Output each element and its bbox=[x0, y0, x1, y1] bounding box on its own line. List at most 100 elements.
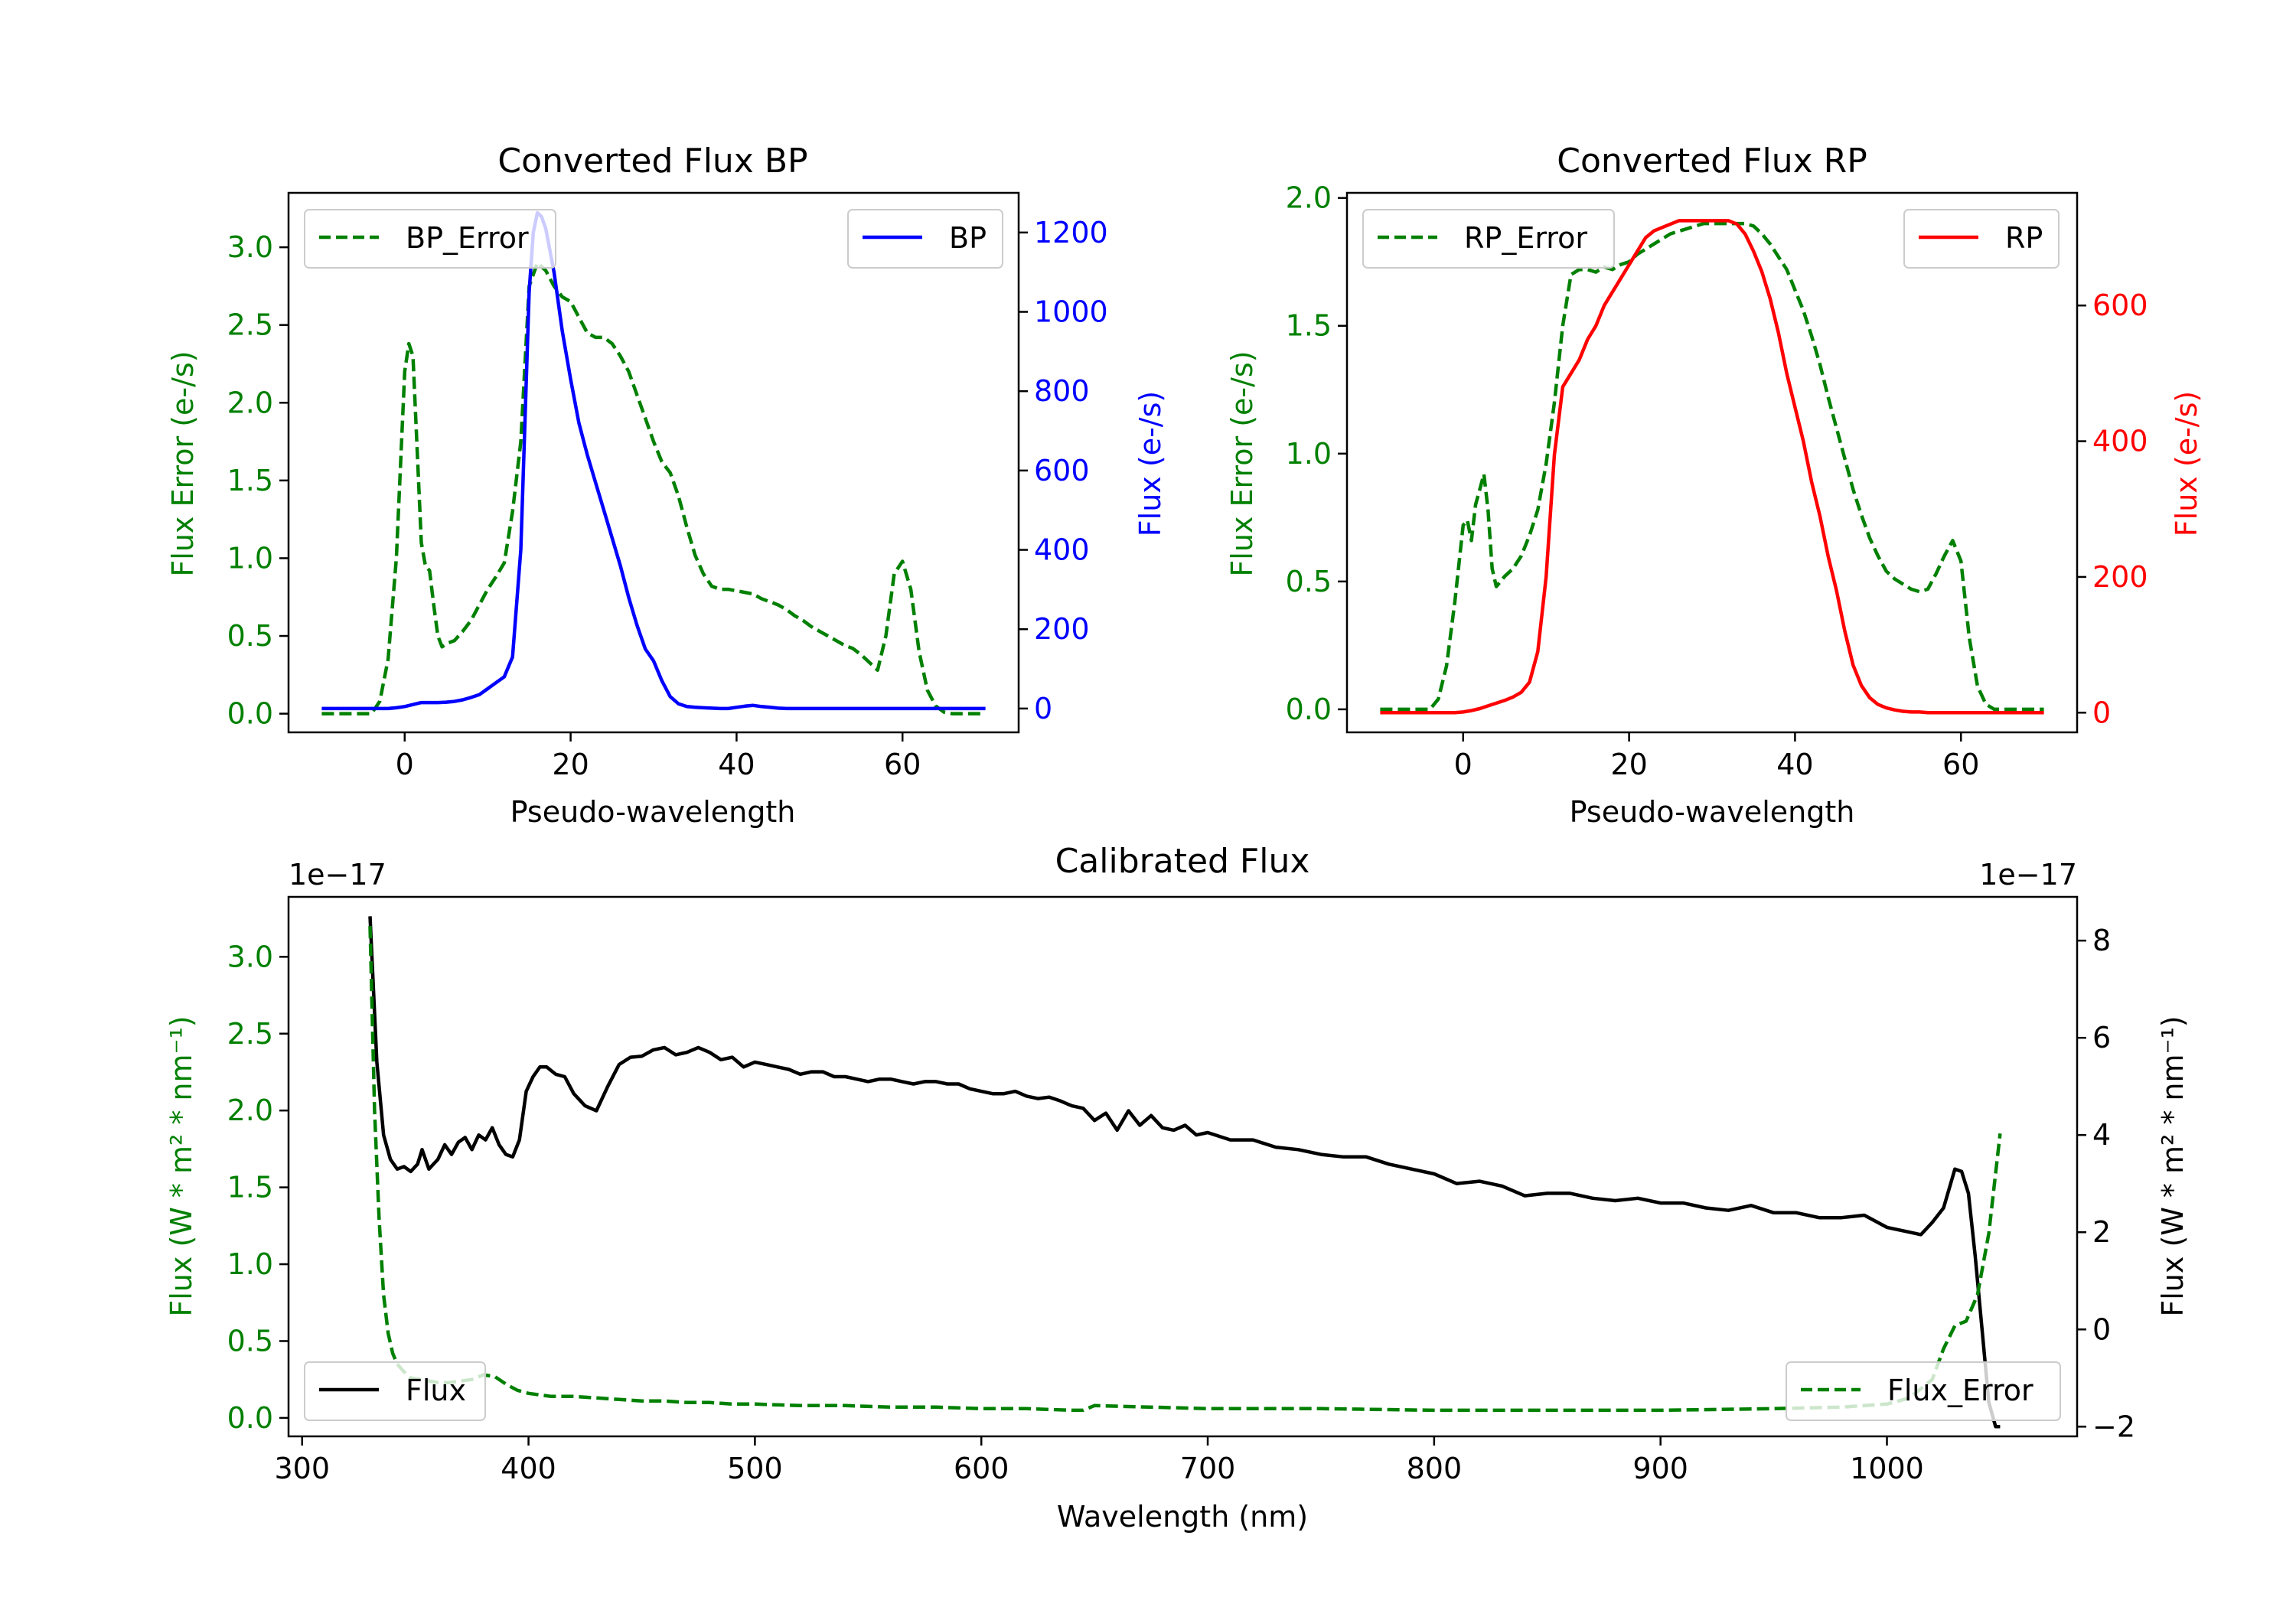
bp-left-tick-label: 1.0 bbox=[227, 541, 273, 575]
cal-right-tick-label: 2 bbox=[2092, 1215, 2111, 1249]
rp-xlabel: Pseudo-wavelength bbox=[1570, 795, 1855, 829]
rp-x-tick-label: 60 bbox=[1942, 748, 1979, 781]
rp-left-ticks: 0.0 0.5 1.0 1.5 2.0 bbox=[1286, 181, 1347, 726]
bp-right-tick-label: 0 bbox=[1034, 692, 1052, 725]
bp-x-tick-label: 20 bbox=[552, 748, 589, 781]
cal-left-tick-label: 3.0 bbox=[227, 940, 273, 973]
bp-left-tick-label: 1.5 bbox=[227, 464, 273, 497]
bp-left-tick-label: 0.5 bbox=[227, 619, 273, 653]
cal-x-tick-label: 500 bbox=[727, 1452, 783, 1485]
bp-right-tick-label: 1000 bbox=[1034, 295, 1108, 329]
cal-right-ticks: −2 0 2 4 6 8 bbox=[2077, 924, 2135, 1443]
bp-left-tick-label: 2.5 bbox=[227, 308, 273, 342]
bp-x-tick-label: 60 bbox=[884, 748, 921, 781]
rp-title: Converted Flux RP bbox=[1557, 142, 1867, 181]
bp-ylabel-left: Flux Error (e-/s) bbox=[166, 350, 200, 576]
cal-x-tick-label: 700 bbox=[1180, 1452, 1236, 1485]
bp-series-bp bbox=[321, 210, 986, 711]
rp-legend-flux: RP bbox=[1903, 209, 2060, 269]
cal-xlabel: Wavelength (nm) bbox=[1057, 1500, 1308, 1534]
rp-right-tick-label: 200 bbox=[2092, 560, 2148, 594]
cal-legend-error-label: Flux_Error bbox=[1887, 1374, 2033, 1407]
bp-legend-flux: BP bbox=[847, 209, 1003, 269]
bp-legend-error-box bbox=[304, 209, 556, 269]
rp-series-rp bbox=[1380, 219, 2044, 715]
bp-right-ticks: 0 200 400 600 800 1000 1200 bbox=[1019, 216, 1108, 725]
cal-legend-error-box bbox=[1786, 1361, 2061, 1421]
rp-right-tick-label: 0 bbox=[2092, 696, 2111, 729]
cal-x-tick-label: 300 bbox=[274, 1452, 330, 1485]
cal-legend-flux: Flux bbox=[304, 1361, 486, 1421]
cal-left-ticks: 0.0 0.5 1.0 1.5 2.0 2.5 3.0 bbox=[227, 940, 289, 1435]
rp-ylabel-right: Flux (e-/s) bbox=[2170, 391, 2203, 536]
rp-legend-error-box bbox=[1362, 209, 1615, 269]
cal-offset-left: 1e−17 bbox=[289, 858, 386, 892]
bp-ylabel-right: Flux (e-/s) bbox=[1133, 391, 1167, 536]
bp-right-tick-label: 200 bbox=[1034, 612, 1090, 646]
bp-legend-flux-label: BP bbox=[949, 221, 987, 255]
rp-left-tick-label: 2.0 bbox=[1286, 181, 1332, 215]
rp-right-ticks: 0 200 400 600 bbox=[2077, 288, 2148, 729]
rp-x-tick-label: 0 bbox=[1454, 748, 1473, 781]
cal-legend-error: Flux_Error bbox=[1786, 1361, 2061, 1421]
cal-right-tick-label: 6 bbox=[2092, 1021, 2111, 1054]
cal-left-tick-label: 0.0 bbox=[227, 1401, 273, 1435]
cal-x-tick-label: 600 bbox=[954, 1452, 1009, 1485]
cal-plot-frame bbox=[287, 895, 2079, 1438]
rp-right-tick-label: 600 bbox=[2092, 288, 2148, 322]
rp-ylabel-left: Flux Error (e-/s) bbox=[1225, 350, 1259, 576]
rp-left-tick-label: 1.0 bbox=[1286, 437, 1332, 471]
rp-x-ticks: 0 20 40 60 bbox=[1454, 732, 1979, 781]
cal-left-tick-label: 1.0 bbox=[227, 1247, 273, 1281]
cal-legend-flux-box bbox=[304, 1361, 486, 1421]
rp-right-tick-label: 400 bbox=[2092, 425, 2148, 458]
cal-x-tick-label: 1000 bbox=[1850, 1452, 1924, 1485]
rp-legend-flux-label: RP bbox=[2005, 221, 2043, 255]
bp-left-tick-label: 0.0 bbox=[227, 697, 273, 731]
bp-right-tick-label: 400 bbox=[1034, 533, 1090, 567]
rp-left-tick-label: 1.5 bbox=[1286, 309, 1332, 343]
rp-legend-error: RP_Error bbox=[1362, 209, 1615, 269]
cal-right-tick-label: 0 bbox=[2092, 1312, 2111, 1346]
bp-right-tick-label: 800 bbox=[1034, 374, 1090, 408]
cal-x-tick-label: 800 bbox=[1407, 1452, 1463, 1485]
cal-offset-right: 1e−17 bbox=[1979, 858, 2077, 892]
bp-plot-frame bbox=[287, 191, 1020, 734]
cal-x-ticks: 300 400 500 600 700 800 900 1000 bbox=[274, 1436, 1924, 1485]
cal-right-tick-label: −2 bbox=[2092, 1410, 2135, 1443]
rp-plot-frame bbox=[1345, 191, 2079, 734]
cal-legend-flux-label: Flux bbox=[406, 1374, 466, 1407]
cal-series-flux bbox=[368, 916, 2001, 1429]
bp-panel: Converted Flux BP 0 20 40 60 0.0 0.5 1.0 1.5 2.… bbox=[166, 142, 1167, 829]
bp-right-tick-label: 600 bbox=[1034, 454, 1090, 487]
cal-ylabel-right: Flux (W * m² * nm⁻¹) bbox=[2156, 1015, 2190, 1316]
bp-left-ticks: 0.0 0.5 1.0 1.5 2.0 2.5 3.0 bbox=[227, 230, 289, 731]
rp-series-layer bbox=[1380, 219, 2044, 715]
rp-x-tick-label: 20 bbox=[1610, 748, 1647, 781]
bp-left-tick-label: 2.0 bbox=[227, 386, 273, 419]
cal-right-tick-label: 8 bbox=[2092, 924, 2111, 957]
bp-series-layer bbox=[321, 210, 986, 715]
rp-left-tick-label: 0.0 bbox=[1286, 693, 1332, 726]
bp-x-ticks: 0 20 40 60 bbox=[396, 732, 921, 781]
cal-title: Calibrated Flux bbox=[1055, 842, 1310, 881]
cal-left-tick-label: 2.5 bbox=[227, 1017, 273, 1051]
bp-xlabel: Pseudo-wavelength bbox=[510, 795, 796, 829]
bp-right-tick-label: 1200 bbox=[1034, 216, 1108, 249]
cal-left-tick-label: 0.5 bbox=[227, 1324, 273, 1358]
bp-x-tick-label: 0 bbox=[396, 748, 414, 781]
cal-right-tick-label: 4 bbox=[2092, 1118, 2111, 1152]
cal-left-tick-label: 2.0 bbox=[227, 1094, 273, 1127]
bp-legend-error: BP_Error bbox=[304, 209, 556, 269]
rp-legend-error-label: RP_Error bbox=[1464, 221, 1587, 255]
bp-title: Converted Flux BP bbox=[497, 142, 807, 181]
cal-x-tick-label: 400 bbox=[501, 1452, 556, 1485]
rp-series-rp-error bbox=[1380, 221, 2044, 712]
cal-left-tick-label: 1.5 bbox=[227, 1171, 273, 1204]
rp-panel: Converted Flux RP 0 20 40 60 0.0 0.5 1.0 1.5 2.… bbox=[1225, 142, 2203, 829]
cal-x-tick-label: 900 bbox=[1632, 1452, 1688, 1485]
rp-left-tick-label: 0.5 bbox=[1286, 565, 1332, 598]
bp-series-bp-error bbox=[321, 261, 986, 715]
bp-left-tick-label: 3.0 bbox=[227, 230, 273, 264]
